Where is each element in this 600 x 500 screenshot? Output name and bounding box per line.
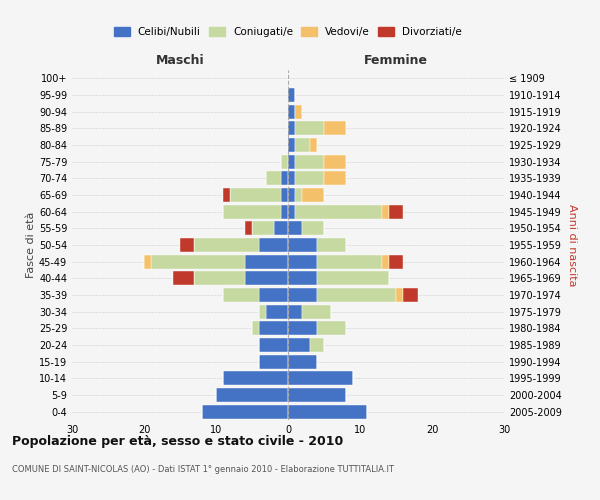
Text: Maschi: Maschi [155, 54, 205, 66]
Bar [252, 221, 274, 236]
Bar [194, 238, 259, 252]
Bar [317, 288, 396, 302]
Bar [223, 204, 281, 219]
Bar [288, 254, 317, 269]
Bar [317, 271, 389, 285]
Bar [288, 154, 295, 169]
Bar [403, 288, 418, 302]
Bar [259, 304, 266, 319]
Bar [223, 371, 288, 386]
Bar [151, 254, 245, 269]
Bar [324, 171, 346, 186]
Bar [281, 171, 288, 186]
Bar [288, 221, 302, 236]
Bar [288, 354, 317, 369]
Bar [281, 204, 288, 219]
Bar [288, 204, 295, 219]
Bar [324, 154, 346, 169]
Bar [288, 388, 346, 402]
Bar [288, 404, 367, 419]
Bar [245, 221, 252, 236]
Bar [324, 121, 346, 136]
Bar [288, 121, 295, 136]
Bar [310, 138, 317, 152]
Y-axis label: Fasce di età: Fasce di età [26, 212, 36, 278]
Bar [173, 271, 194, 285]
Bar [295, 154, 324, 169]
Bar [281, 188, 288, 202]
Bar [295, 121, 324, 136]
Bar [259, 288, 288, 302]
Bar [288, 104, 295, 118]
Y-axis label: Anni di nascita: Anni di nascita [567, 204, 577, 286]
Bar [295, 138, 310, 152]
Text: COMUNE DI SAINT-NICOLAS (AO) - Dati ISTAT 1° gennaio 2010 - Elaborazione TUTTITA: COMUNE DI SAINT-NICOLAS (AO) - Dati ISTA… [12, 465, 394, 474]
Bar [216, 388, 288, 402]
Bar [317, 322, 346, 336]
Bar [288, 88, 295, 102]
Bar [396, 288, 403, 302]
Bar [288, 171, 295, 186]
Bar [288, 288, 317, 302]
Bar [252, 322, 259, 336]
Bar [317, 254, 382, 269]
Bar [288, 371, 353, 386]
Bar [302, 188, 324, 202]
Text: Femmine: Femmine [364, 54, 428, 66]
Bar [288, 138, 295, 152]
Bar [202, 404, 288, 419]
Bar [230, 188, 281, 202]
Bar [389, 254, 403, 269]
Bar [295, 104, 302, 118]
Bar [180, 238, 194, 252]
Bar [259, 238, 288, 252]
Bar [288, 322, 317, 336]
Bar [259, 338, 288, 352]
Bar [382, 254, 389, 269]
Bar [288, 338, 310, 352]
Bar [295, 171, 324, 186]
Bar [266, 304, 288, 319]
Bar [144, 254, 151, 269]
Bar [288, 238, 317, 252]
Bar [295, 204, 382, 219]
Bar [245, 271, 288, 285]
Bar [281, 154, 288, 169]
Bar [223, 288, 259, 302]
Legend: Celibi/Nubili, Coniugati/e, Vedovi/e, Divorziati/e: Celibi/Nubili, Coniugati/e, Vedovi/e, Di… [110, 22, 466, 42]
Text: Popolazione per età, sesso e stato civile - 2010: Popolazione per età, sesso e stato civil… [12, 435, 343, 448]
Bar [302, 221, 324, 236]
Bar [382, 204, 389, 219]
Bar [317, 238, 346, 252]
Bar [310, 338, 324, 352]
Bar [389, 204, 403, 219]
Bar [223, 188, 230, 202]
Bar [194, 271, 245, 285]
Bar [266, 171, 281, 186]
Bar [295, 188, 302, 202]
Bar [302, 304, 331, 319]
Bar [288, 271, 317, 285]
Bar [259, 322, 288, 336]
Bar [259, 354, 288, 369]
Bar [274, 221, 288, 236]
Bar [288, 304, 302, 319]
Bar [288, 188, 295, 202]
Bar [245, 254, 288, 269]
